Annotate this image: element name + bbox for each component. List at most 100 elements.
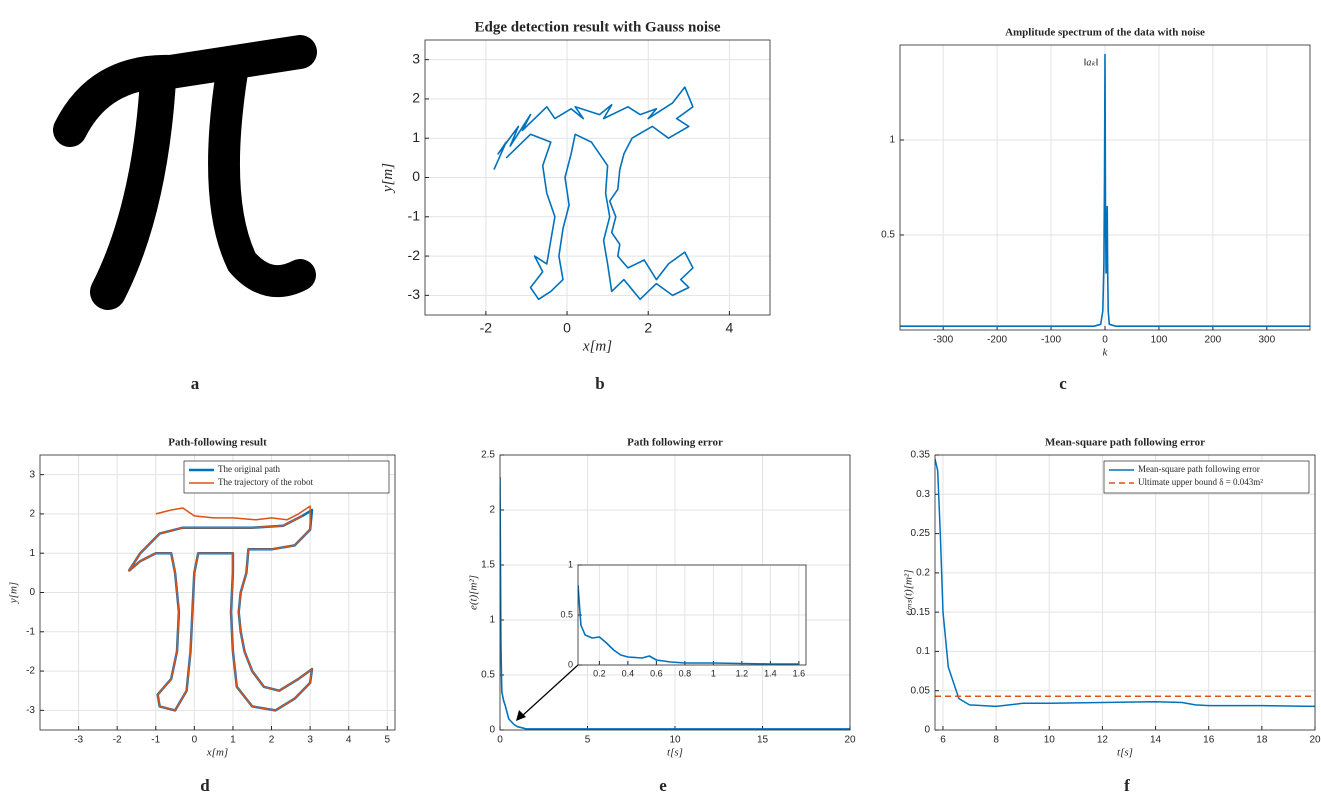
y-axis-label: e(t)[m²] <box>468 575 480 610</box>
y-tick-label: -3 <box>408 286 421 302</box>
y-tick-label: 3 <box>29 469 35 480</box>
series-line <box>935 458 1315 708</box>
chart-title: Edge detection result with Gauss noise <box>475 19 721 35</box>
x-tick-label: 2 <box>269 735 275 746</box>
y-tick-label: 2 <box>489 505 495 516</box>
x-tick-label: 8 <box>993 735 999 746</box>
x-axis-label: x[m] <box>206 747 228 759</box>
panel-label: e <box>659 776 667 795</box>
y-tick-label: 0.35 <box>911 450 931 461</box>
x-tick-label: -3 <box>74 735 83 746</box>
y-tick-label: 1 <box>412 129 420 145</box>
series-line <box>578 584 799 665</box>
legend-box <box>1103 460 1310 494</box>
chart-title: Path-following result <box>168 437 267 449</box>
x-tick-label: 5 <box>585 735 591 746</box>
y-tick-label: 1 <box>568 559 573 569</box>
x-tick-label: 2 <box>644 320 652 336</box>
y-tick-label: 1 <box>889 135 895 146</box>
y-tick-label: -2 <box>408 247 421 263</box>
y-tick-label: 1.5 <box>481 560 495 571</box>
y-tick-label: 0.5 <box>560 609 573 619</box>
legend-label: Mean-square path following error <box>1138 464 1260 474</box>
pi-bar <box>53 35 317 147</box>
x-tick-label: 4 <box>346 735 352 746</box>
plot-frame <box>899 44 1311 331</box>
x-tick-label: 10 <box>1044 735 1056 746</box>
plot-frame <box>577 564 807 666</box>
y-tick-label: 0.15 <box>911 607 931 618</box>
x-tick-label: 3 <box>307 735 313 746</box>
x-tick-label: 12 <box>1097 735 1109 746</box>
legend-box <box>183 460 390 494</box>
x-tick-label: -300 <box>933 335 953 346</box>
y-tick-label: 0 <box>568 659 573 669</box>
y-tick-label: -1 <box>26 626 35 637</box>
x-axis-label: t[s] <box>667 747 683 759</box>
x-tick-label: 14 <box>1150 735 1162 746</box>
x-tick-label: 1 <box>230 735 236 746</box>
y-tick-label: 0.5 <box>481 670 495 681</box>
y-tick-label: -1 <box>408 207 421 223</box>
x-axis-label: x[m] <box>582 339 612 355</box>
y-tick-label: 2 <box>29 509 35 520</box>
y-tick-label: -3 <box>26 705 35 716</box>
y-tick-label: 1 <box>489 615 495 626</box>
chart-title: Path following error <box>627 437 723 449</box>
panel-label: d <box>200 776 210 795</box>
x-tick-label: 0 <box>1102 335 1108 346</box>
annotation: ‖aₖ‖ <box>1084 57 1099 68</box>
x-axis-label: k <box>1103 347 1109 359</box>
pi-image <box>53 35 317 310</box>
x-tick-label: 0.2 <box>593 668 606 678</box>
x-tick-label: 1.4 <box>764 668 777 678</box>
x-tick-label: 10 <box>669 735 681 746</box>
x-tick-label: 1.6 <box>793 668 806 678</box>
plot-frame <box>934 454 1316 731</box>
x-tick-label: 18 <box>1256 735 1268 746</box>
chart-title: Mean-square path following error <box>1045 437 1205 449</box>
x-tick-label: 4 <box>726 320 734 336</box>
plot-area <box>935 455 1315 730</box>
plot-frame <box>499 454 851 731</box>
y-tick-label: 0 <box>489 725 495 736</box>
x-tick-label: 0.8 <box>679 668 692 678</box>
legend-label: The trajectory of the robot <box>218 477 313 487</box>
x-tick-label: 15 <box>757 735 769 746</box>
x-tick-label: 0 <box>497 735 503 746</box>
x-tick-label: 16 <box>1203 735 1215 746</box>
inset-arrow-head <box>516 710 526 721</box>
x-tick-label: 1.2 <box>736 668 749 678</box>
pi-right-leg <box>208 56 316 298</box>
y-tick-label: 2 <box>412 90 420 106</box>
y-axis-label: y[m] <box>8 582 20 604</box>
y-tick-label: 1 <box>29 548 35 559</box>
panel-label: b <box>595 374 604 393</box>
y-tick-label: 0.5 <box>881 230 895 241</box>
x-tick-label: -200 <box>987 335 1007 346</box>
x-tick-label: 0.6 <box>650 668 663 678</box>
series-line <box>900 53 1310 327</box>
panel-label: c <box>1059 374 1067 393</box>
inset-arrow <box>521 664 579 717</box>
x-tick-label: 1 <box>711 668 716 678</box>
series-line <box>128 505 313 712</box>
series-line <box>493 86 694 301</box>
y-axis-label: eₘₛ(t)[m²] <box>903 569 915 615</box>
y-tick-label: 0 <box>412 168 420 184</box>
y-tick-label: 0.1 <box>916 646 930 657</box>
y-tick-label: 2.5 <box>481 450 495 461</box>
x-tick-label: 200 <box>1205 335 1222 346</box>
y-tick-label: 3 <box>412 50 420 66</box>
y-tick-label: 0.25 <box>911 528 931 539</box>
panel-label: a <box>191 374 200 393</box>
x-tick-label: -1 <box>151 735 160 746</box>
x-tick-label: -2 <box>113 735 122 746</box>
series-line <box>500 476 850 730</box>
y-tick-label: -2 <box>26 666 35 677</box>
x-tick-label: 0 <box>563 320 571 336</box>
legend-label: The original path <box>218 464 280 474</box>
chart-title: Amplitude spectrum of the data with nois… <box>1005 27 1205 39</box>
x-axis-label: t[s] <box>1117 747 1133 759</box>
